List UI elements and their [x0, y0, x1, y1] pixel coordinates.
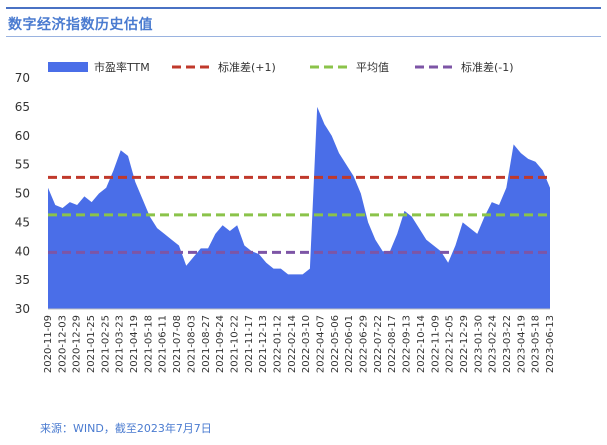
x-tick-label: 2023-01-30 [473, 315, 484, 373]
page-title: 数字经济指数历史估值 [8, 17, 153, 33]
x-tick-label: 2023-02-24 [488, 315, 499, 373]
y-tick-label: 40 [15, 244, 30, 258]
x-tick-label: 2021-04-19 [129, 315, 140, 373]
legend-label-1: 标准差(+1) [218, 60, 276, 74]
y-tick-label: 70 [15, 71, 30, 85]
x-tick-label: 2021-08-03 [186, 315, 197, 373]
x-tick-label: 2020-11-09 [43, 315, 54, 373]
x-tick-label: 2022-01-12 [273, 315, 284, 373]
y-tick-label: 45 [15, 215, 30, 229]
x-tick-label: 2022-03-10 [301, 315, 312, 373]
x-tick-label: 2021-12-13 [258, 315, 269, 373]
x-tick-label: 2022-08-17 [387, 315, 398, 373]
legend-label-0: 市盈率TTM [94, 60, 150, 74]
y-tick-label: 30 [15, 302, 30, 316]
legend-label-2: 平均值 [356, 61, 389, 74]
x-tick-label: 2020-12-29 [72, 315, 83, 373]
y-tick-label: 60 [15, 129, 30, 143]
title-rule [6, 36, 601, 37]
x-tick-label: 2022-06-29 [359, 315, 370, 373]
x-tick-label: 2022-09-13 [402, 315, 413, 373]
x-tick-label: 2021-03-23 [115, 315, 126, 373]
source-note: 来源：WIND，截至2023年7月7日 [40, 422, 212, 435]
x-tick-label: 2023-04-19 [516, 315, 527, 373]
x-tick-label: 2021-02-25 [100, 315, 111, 373]
x-tick-label: 2021-08-27 [201, 315, 212, 373]
x-tick-label: 2020-12-03 [57, 315, 68, 373]
y-tick-label: 55 [15, 158, 30, 172]
series-pe-ttm-area [48, 106, 550, 309]
x-tick-label: 2023-06-13 [545, 315, 556, 373]
top-rule [6, 7, 601, 9]
y-tick-label: 35 [15, 273, 30, 287]
x-tick-label: 2021-06-11 [158, 315, 169, 373]
y-tick-label: 50 [15, 187, 30, 201]
x-tick-label: 2022-11-09 [430, 315, 441, 373]
x-tick-label: 2022-04-07 [316, 315, 327, 373]
x-tick-label: 2022-12-05 [445, 315, 456, 373]
x-tick-label: 2021-10-22 [230, 315, 241, 373]
x-tick-label: 2022-12-29 [459, 315, 470, 373]
x-tick-label: 2022-10-14 [416, 315, 427, 373]
x-tick-label: 2021-01-25 [86, 315, 97, 373]
x-tick-label: 2022-02-14 [287, 315, 298, 373]
y-tick-label: 65 [15, 100, 30, 114]
x-tick-label: 2022-07-22 [373, 315, 384, 373]
x-tick-label: 2023-03-22 [502, 315, 513, 373]
legend-swatch-0 [48, 62, 88, 72]
legend-label-3: 标准差(-1) [461, 60, 514, 74]
x-tick-label: 2021-09-24 [215, 315, 226, 373]
x-tick-label: 2022-06-01 [344, 315, 355, 373]
x-tick-label: 2021-05-18 [143, 315, 154, 373]
x-tick-label: 2022-05-06 [330, 315, 341, 373]
x-tick-label: 2021-07-08 [172, 315, 183, 373]
x-tick-label: 2021-11-17 [244, 315, 255, 373]
x-tick-label: 2023-05-18 [531, 315, 542, 373]
